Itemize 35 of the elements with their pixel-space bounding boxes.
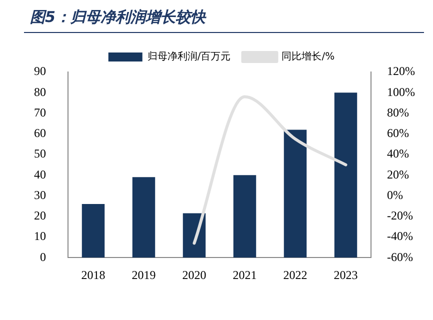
legend-label: 归母净利润/百万元 [147, 50, 231, 63]
y2-tick-label: 20% [387, 167, 410, 182]
bar [334, 92, 358, 258]
y2-tick-label: -40% [387, 229, 414, 244]
x-tick-label: 2023 [334, 268, 358, 282]
y2-tick-label: 100% [387, 84, 416, 99]
bar [284, 130, 307, 258]
bar [233, 175, 256, 258]
y-tick-label: 50 [34, 146, 46, 161]
y-tick-label: 20 [34, 208, 46, 223]
y2-tick-label: 120% [387, 64, 416, 78]
y2-tick-label: -20% [387, 208, 414, 223]
y-tick-label: 90 [34, 64, 46, 78]
legend-label: 同比增长/% [282, 50, 335, 63]
x-tick-label: 2021 [232, 268, 257, 282]
y-tick-label: 0 [40, 250, 46, 264]
bar [82, 204, 105, 258]
x-tick-label: 2018 [81, 268, 106, 282]
y2-tick-label: 40% [387, 146, 410, 161]
y2-tick-label: 0% [387, 188, 404, 202]
bar [132, 177, 156, 258]
x-tick-label: 2020 [182, 268, 206, 282]
y-tick-label: 30 [34, 188, 46, 202]
y-tick-label: 40 [34, 167, 46, 182]
y-tick-label: 10 [34, 229, 46, 244]
y-tick-label: 60 [34, 126, 46, 140]
chart-title: 图5：归母净利润增长较快 [30, 8, 206, 27]
line-series [192, 95, 348, 245]
y2-tick-label: 60% [387, 126, 410, 140]
y2-tick-label: -60% [387, 250, 414, 264]
y2-tick-label: 80% [387, 105, 410, 120]
y-tick-label: 80 [34, 84, 46, 99]
x-tick-label: 2019 [132, 268, 156, 282]
x-tick-label: 2022 [283, 268, 308, 282]
y-tick-label: 70 [34, 105, 46, 120]
